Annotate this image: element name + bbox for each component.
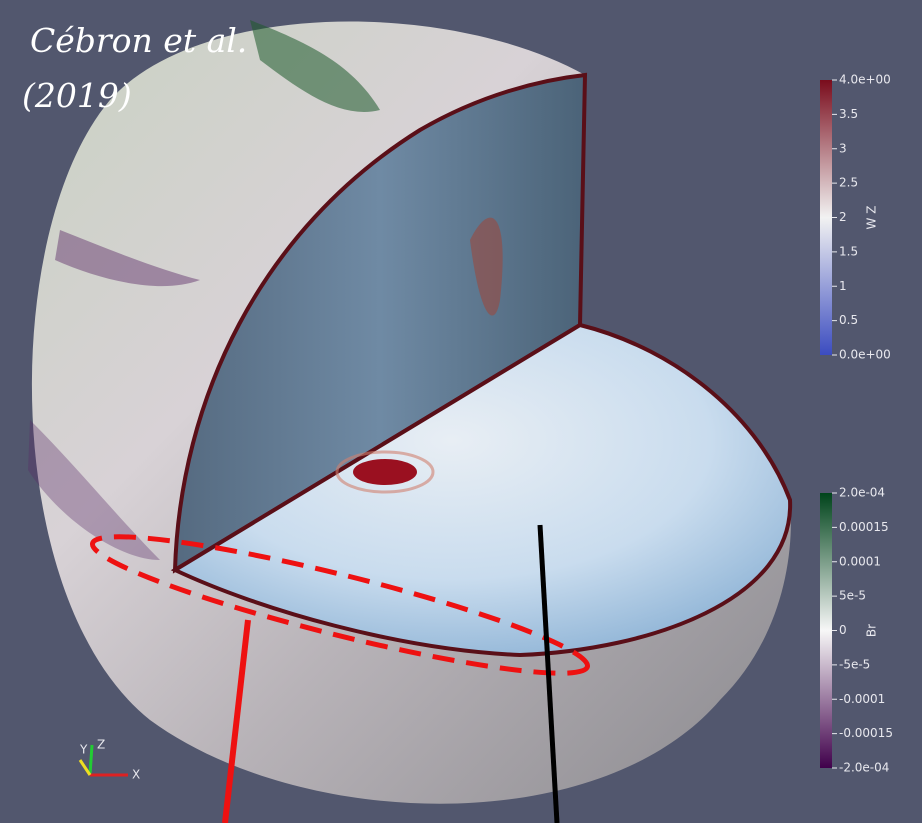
scene: Z X Y Cébron et al. (2019) 4.0e+00 3.5 3 2.… [0, 0, 922, 823]
colorbar [820, 80, 832, 355]
tick-label: -0.00015 [839, 726, 893, 740]
orientation-axes: Z X Y [79, 738, 140, 782]
axis-y [80, 760, 90, 775]
tick-label: 0 [839, 623, 847, 637]
axis-label: Z [97, 738, 105, 752]
tick-label: -2.0e-04 [839, 761, 889, 775]
tick-label: 1.5 [839, 244, 858, 258]
tick-label: 4.0e+00 [839, 73, 891, 87]
axis-z [90, 745, 92, 775]
tick-label: 3.5 [839, 107, 858, 121]
tick-label: 2 [839, 210, 847, 224]
colorbar-title: Br [865, 624, 879, 637]
tick-label: 3 [839, 141, 847, 155]
tick-label: 2.0e-04 [839, 486, 885, 500]
tick-label: 0.5 [839, 313, 858, 327]
axis-label: X [132, 768, 140, 782]
tick-label: 0.0e+00 [839, 348, 891, 362]
vortex [353, 459, 417, 485]
tick-label: 0.0001 [839, 554, 881, 568]
axis-label: Y [79, 743, 88, 757]
colorbar-title: W Z [865, 206, 879, 230]
tick-label: -5e-5 [839, 657, 870, 671]
colorbar [820, 493, 832, 768]
tick-label: -0.0001 [839, 692, 885, 706]
tick-label: 2.5 [839, 176, 858, 190]
tick-label: 5e-5 [839, 589, 866, 603]
citation-line: Cébron et al. [30, 21, 247, 60]
citation-line: (2019) [22, 76, 132, 115]
tick-label: 0.00015 [839, 520, 889, 534]
tick-label: 1 [839, 279, 847, 293]
